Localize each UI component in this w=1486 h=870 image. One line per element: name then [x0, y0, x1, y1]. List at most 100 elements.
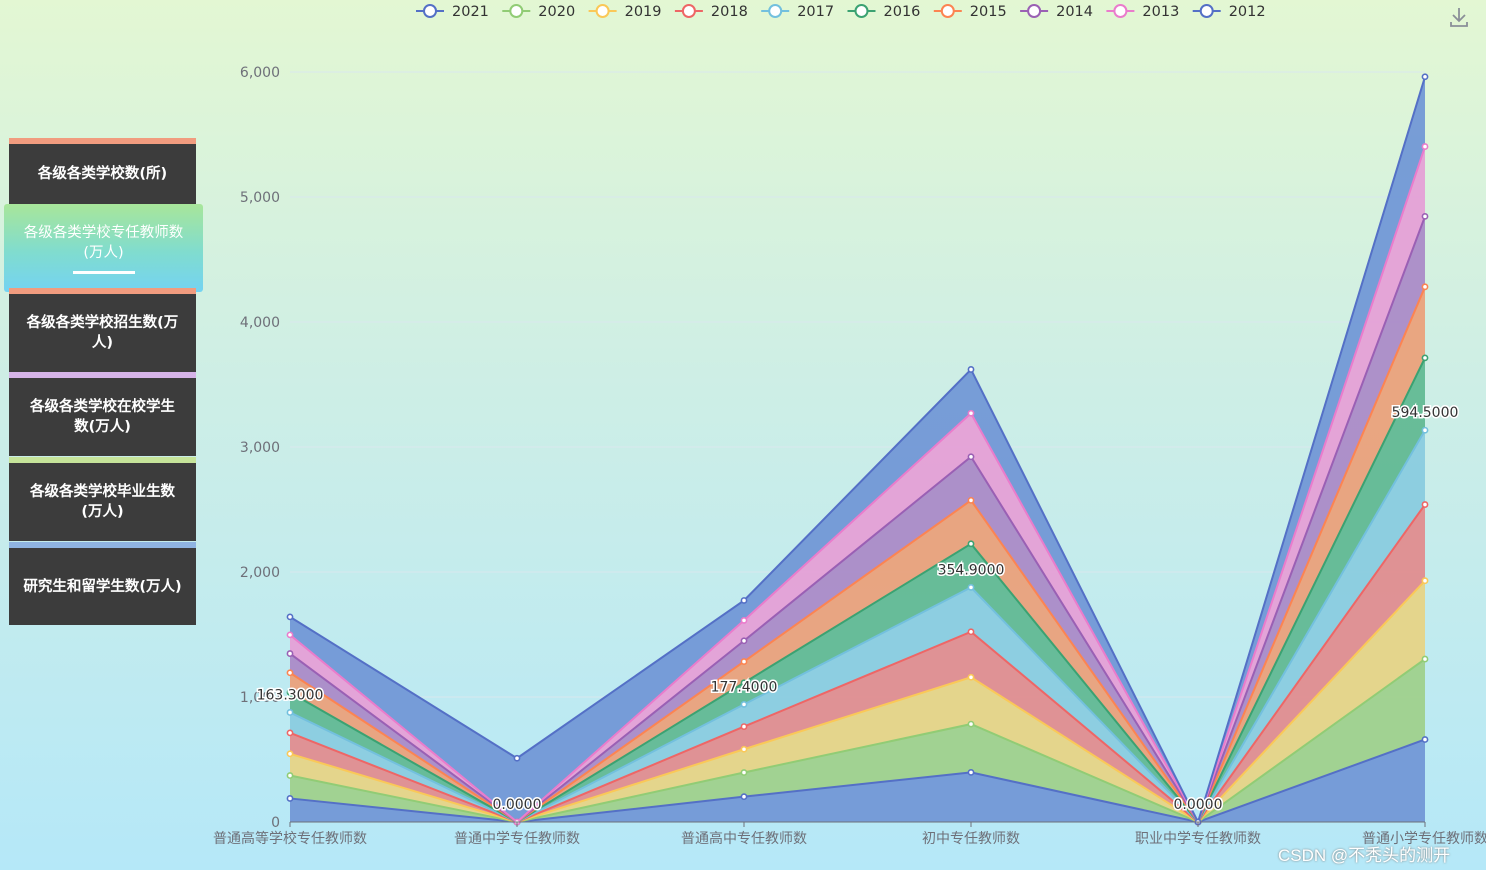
- area-series-2021: [290, 739, 1425, 822]
- point-2013: [1421, 143, 1429, 150]
- point-2012: [740, 597, 748, 604]
- legend-marker: [1027, 4, 1042, 18]
- point-2013: [967, 409, 975, 417]
- nav-item-graduates[interactable]: 各级各类学校毕业生数(万人): [9, 463, 196, 541]
- nav-strip-school-count: [9, 138, 196, 144]
- point-2021: [1421, 736, 1429, 743]
- legend-marker: [681, 4, 696, 18]
- legend-item-2020[interactable]: 2020: [502, 4, 575, 20]
- legend-item-2014[interactable]: 2014: [1020, 4, 1093, 20]
- point-2014: [1421, 212, 1429, 220]
- legend-label: 2016: [884, 4, 921, 20]
- point-2015: [967, 496, 975, 504]
- x-tick-label: 普通高中专任教师数: [681, 830, 807, 847]
- x-tick-label: 普通小学专任教师数: [1362, 831, 1486, 847]
- legend-label: 2015: [970, 4, 1007, 20]
- legend-item-2016[interactable]: 2016: [847, 4, 921, 20]
- download-icon[interactable]: [1448, 6, 1470, 28]
- line-series-2015: [289, 286, 1426, 825]
- point-2020: [967, 720, 975, 728]
- y-tick-label: 1,000: [240, 690, 280, 706]
- nav-item-school-count[interactable]: 各级各类学校数(所): [9, 144, 196, 204]
- point-2012: [513, 754, 521, 762]
- y-tick-label: 6,000: [240, 65, 280, 81]
- legend-item-2012[interactable]: 2012: [1192, 4, 1266, 20]
- data-label: 0.0000: [1174, 797, 1223, 813]
- point-2020: [286, 772, 294, 779]
- point-2014: [286, 650, 294, 657]
- point-2012: [967, 366, 975, 373]
- legend-item-2013[interactable]: 2013: [1106, 4, 1179, 20]
- x-tick-label: 普通高等学校专任教师数: [213, 830, 367, 847]
- legend-label: 2013: [1142, 4, 1179, 20]
- y-tick-label: 0: [271, 815, 280, 831]
- point-2019: [286, 750, 294, 758]
- legend-marker: [1199, 4, 1214, 18]
- legend-label: 2021: [452, 4, 489, 20]
- area-series-2020: [290, 659, 1425, 822]
- legend-marker: [423, 4, 437, 18]
- legend-marker: [509, 4, 524, 18]
- line-series-2017: [289, 429, 1426, 824]
- nav-item-label: 各级各类学校在校学生数(万人): [30, 399, 175, 435]
- legend-marker: [940, 4, 955, 18]
- nav-strip-enrollment: [9, 288, 196, 294]
- point-2013: [740, 617, 748, 624]
- nav-item-students[interactable]: 各级各类学校在校学生数(万人): [9, 378, 196, 456]
- legend-label: 2017: [797, 4, 834, 20]
- legend-marker: [595, 4, 610, 18]
- active-underline: [72, 270, 135, 274]
- nav-item-label: 各级各类学校招生数(万人): [26, 315, 179, 351]
- data-label: 0.0000: [493, 797, 542, 813]
- legend-item-2019[interactable]: 2019: [588, 4, 662, 20]
- nav-strip-students: [9, 372, 196, 378]
- point-2016: [286, 689, 294, 696]
- legend-marker: [768, 4, 783, 18]
- nav-item-enrollment[interactable]: 各级各类学校招生数(万人): [9, 294, 196, 372]
- x-tick-label: 初中专任教师数: [922, 830, 1020, 847]
- nav-item-teacher-count[interactable]: 各级各类学校专任教师数(万人): [4, 204, 203, 292]
- legend-item-2021[interactable]: 2021: [416, 4, 489, 20]
- nav-item-label: 研究生和留学生数(万人): [23, 578, 182, 595]
- point-2017: [286, 709, 294, 716]
- point-2015: [740, 658, 748, 665]
- point-2019: [740, 745, 748, 753]
- point-2017: [740, 701, 748, 708]
- data-label: 354.9000: [938, 562, 1005, 578]
- x-tick-label: 职业中学专任教师数: [1135, 831, 1261, 847]
- legend-item-2018[interactable]: 2018: [674, 4, 748, 20]
- y-tick-label: 4,000: [240, 315, 280, 331]
- legend-item-2015[interactable]: 2015: [933, 4, 1007, 20]
- point-2021: [967, 768, 975, 776]
- point-2017: [1421, 426, 1429, 434]
- y-tick-label: 3,000: [240, 440, 280, 456]
- line-series-2020: [289, 658, 1426, 824]
- line-series-2018: [289, 503, 1426, 824]
- point-2016: [967, 540, 975, 548]
- point-2018: [740, 723, 748, 730]
- watermark: CSDN @不秃头的测开: [1278, 846, 1451, 865]
- line-series-2012: [289, 76, 1426, 825]
- point-2015: [286, 669, 294, 677]
- point-2019: [1421, 577, 1429, 585]
- nav-strip-graduates: [9, 457, 196, 463]
- point-2017: [967, 584, 975, 591]
- legend-item-2017[interactable]: 2017: [761, 4, 834, 20]
- legend-label: 2018: [711, 4, 748, 20]
- point-2020: [1421, 655, 1429, 663]
- line-series-2016: [289, 357, 1426, 824]
- legend-label: 2012: [1229, 4, 1266, 20]
- x-tick-label: 普通中学专任教师数: [454, 831, 580, 847]
- line-series-2014: [289, 216, 1426, 825]
- point-2019: [967, 673, 975, 681]
- point-2012: [1421, 73, 1429, 81]
- point-2016: [740, 679, 748, 687]
- data-label: 163.3000: [257, 687, 324, 703]
- line-series-2019: [289, 580, 1426, 824]
- point-2020: [740, 769, 748, 776]
- legend-label: 2014: [1056, 4, 1093, 20]
- legend-label: 2020: [538, 4, 575, 20]
- nav-item-postgrad[interactable]: 研究生和留学生数(万人): [9, 548, 196, 625]
- point-2021: [740, 793, 748, 801]
